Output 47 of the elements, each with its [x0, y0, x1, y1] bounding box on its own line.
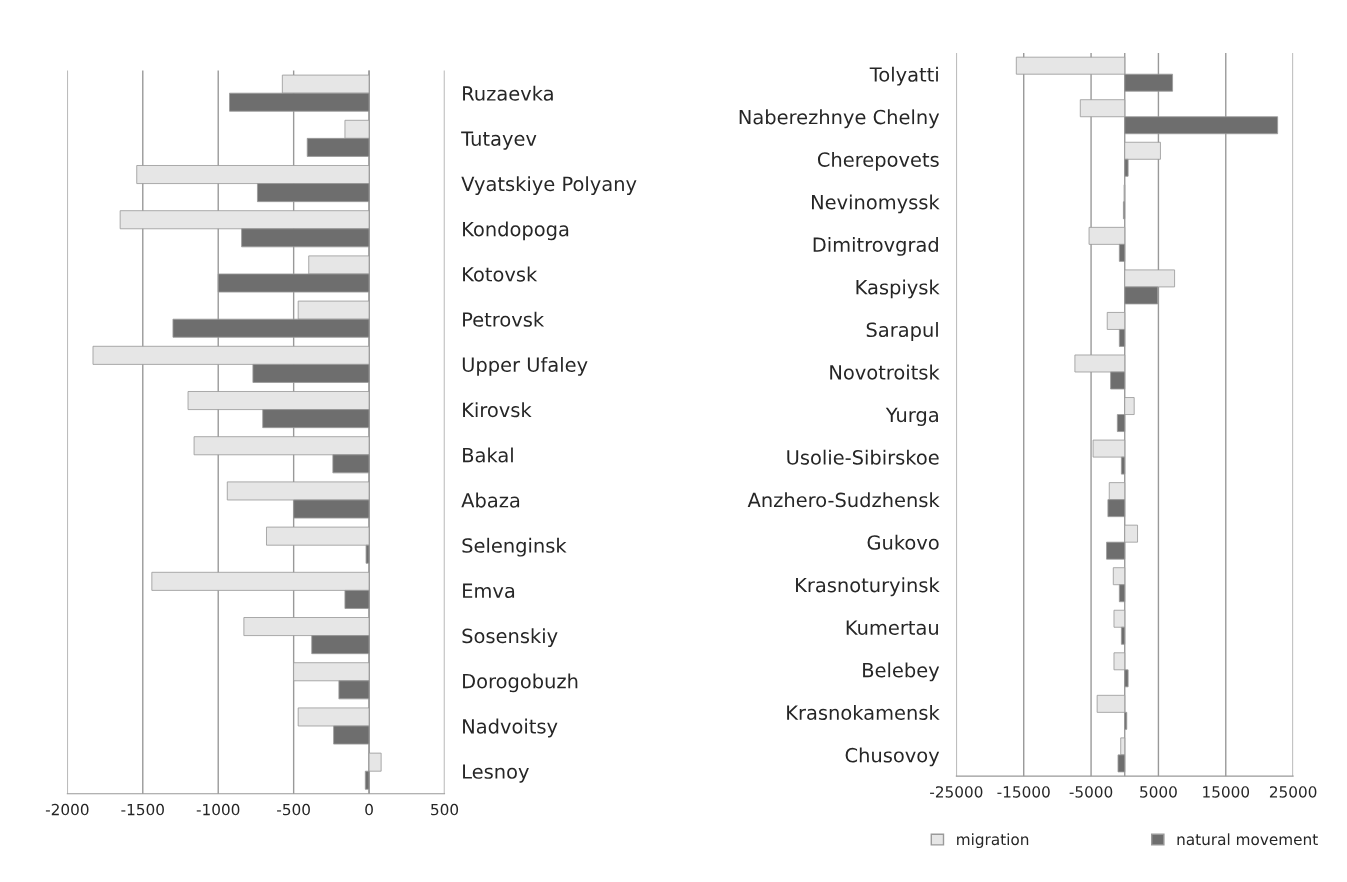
legend-label: migration	[957, 833, 1029, 849]
x-tick-label: -1500	[121, 803, 164, 816]
x-tick-label: 5000	[1140, 786, 1177, 798]
y-tick-label: Yurga	[885, 407, 938, 426]
legend-label: natural movement	[1177, 833, 1318, 846]
y-tick-label: Usolie-Sibirskoe	[787, 449, 939, 465]
y-tick-label: Gukovo	[867, 534, 939, 550]
y-tick-label: Tolyatti	[869, 66, 938, 86]
y-tick-label: Sosenskiy	[462, 628, 558, 648]
y-tick-label: Krasnoturyinsk	[796, 577, 940, 597]
y-tick-label: Kotovsk	[463, 266, 538, 282]
y-tick-label: Lesnoy	[463, 764, 529, 783]
y-tick-label: Naberezhnye Chelny	[739, 109, 940, 129]
y-tick-label: Kaspiysk	[856, 279, 940, 299]
y-tick-label: Kirovsk	[463, 402, 532, 418]
y-tick-label: Cherepovets	[817, 151, 939, 171]
y-tick-label: Sarapul	[866, 322, 938, 341]
x-tick-label: -500	[277, 803, 310, 816]
y-tick-label: Kondopoga	[463, 221, 569, 241]
y-tick-label: Anzhero-Sudzhensk	[747, 492, 940, 508]
y-tick-label: Krasnokamensk	[787, 704, 940, 721]
y-tick-label: Belebey	[863, 662, 940, 682]
y-tick-label: Novotroitsk	[830, 364, 940, 380]
y-tick-label: Dorogobuzh	[463, 673, 578, 693]
y-tick-label: Nevinomyssk	[812, 194, 940, 214]
x-tick-label: 500	[431, 803, 459, 816]
y-tick-label: Ruzaevka	[463, 85, 553, 101]
y-tick-label: Vyatskiye Polyany	[461, 176, 637, 195]
y-tick-label: Selenginsk	[462, 537, 567, 557]
y-tick-label: Petrovsk	[463, 311, 545, 327]
y-tick-label: Nadvoitsy	[463, 718, 558, 738]
x-tick-label: -2000	[45, 803, 89, 816]
y-tick-label: Chusovoy	[845, 747, 940, 767]
x-tick-label: -25000	[930, 786, 983, 798]
x-tick-label: -5000	[1069, 786, 1113, 798]
x-tick-label: 25000	[1269, 786, 1317, 798]
y-tick-label: Abaza	[461, 492, 520, 508]
y-tick-label: Tutayev	[461, 131, 537, 150]
y-tick-label: Upper Ufaley	[462, 356, 588, 376]
y-tick-label: Dimitrovgrad	[813, 236, 938, 256]
y-tick-label: Bakal	[463, 447, 513, 463]
x-tick-label: -15000	[997, 786, 1050, 798]
x-tick-label: 15000	[1203, 786, 1250, 798]
x-tick-label: 0	[365, 803, 373, 816]
x-tick-label: -1000	[196, 803, 240, 816]
y-tick-label: Kumertau	[846, 620, 938, 635]
y-tick-label: Emva	[463, 583, 515, 599]
